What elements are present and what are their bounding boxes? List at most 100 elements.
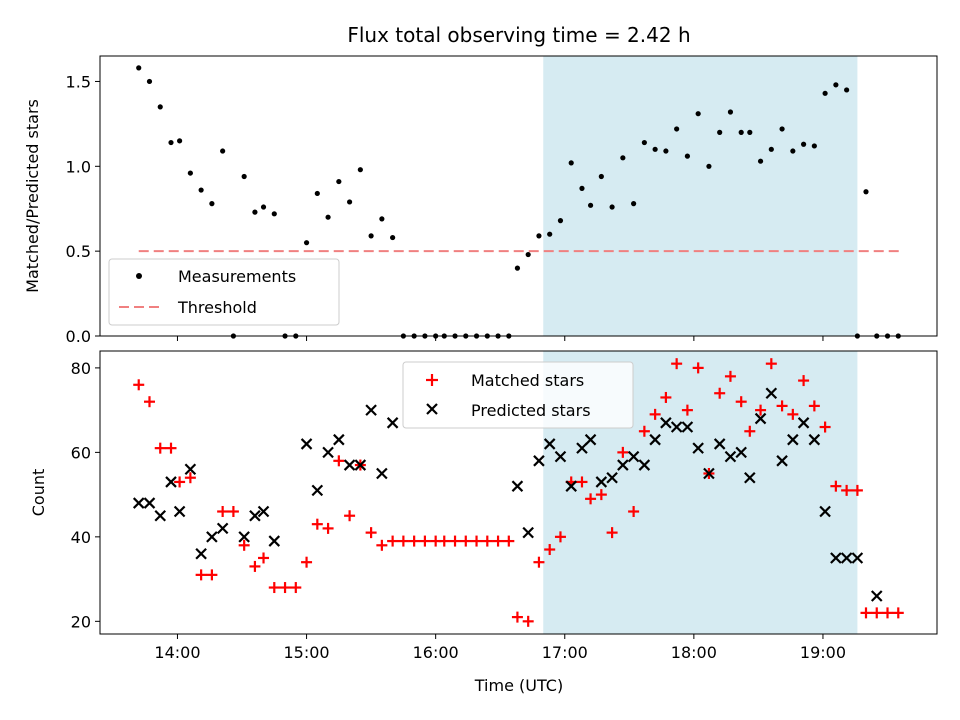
matched-star-point bbox=[798, 375, 810, 387]
matched-star-point bbox=[333, 455, 345, 467]
predicted-star-point bbox=[376, 467, 388, 480]
measurement-point bbox=[241, 173, 247, 180]
predicted-star-point bbox=[703, 467, 715, 480]
top-y-axis-label: Matched/Predicted stars bbox=[23, 99, 42, 293]
bottom-x-tick-label: 16:00 bbox=[413, 643, 459, 662]
matched-star-point bbox=[419, 535, 431, 547]
matched-star-point bbox=[471, 535, 483, 547]
measurement-point bbox=[260, 204, 267, 210]
measurement-point bbox=[177, 138, 183, 144]
matched-star-point bbox=[311, 518, 323, 530]
bottom-y-tick-label: 60 bbox=[71, 443, 91, 462]
measurement-point bbox=[620, 155, 626, 161]
measurement-point bbox=[209, 201, 215, 207]
matched-star-point bbox=[755, 404, 767, 416]
predicted-star-point bbox=[343, 459, 356, 471]
matched-star-point bbox=[376, 539, 388, 551]
measurement-point bbox=[187, 170, 193, 176]
measurement-point bbox=[768, 146, 774, 152]
matched-star-point bbox=[492, 535, 504, 547]
measurement-point bbox=[598, 173, 604, 180]
matched-star-point bbox=[714, 387, 726, 399]
bottom-x-tick-label: 15:00 bbox=[284, 643, 330, 662]
measurement-point bbox=[146, 78, 153, 85]
chart-title: Flux total observing time = 2.42 h bbox=[347, 23, 690, 47]
legend-marker-measurements bbox=[136, 273, 142, 279]
predicted-star-point bbox=[554, 450, 567, 463]
predicted-star-point bbox=[165, 476, 177, 488]
matched-star-point bbox=[238, 539, 250, 551]
predicted-star-point bbox=[533, 455, 545, 467]
matched-star-point bbox=[481, 535, 493, 547]
measurement-point bbox=[357, 167, 363, 173]
top-y-tick-label: 0.5 bbox=[66, 242, 91, 261]
measurement-point bbox=[579, 185, 585, 191]
measurement-point bbox=[641, 139, 647, 146]
measurement-point bbox=[587, 202, 594, 208]
predicted-star-point bbox=[143, 497, 156, 509]
measurement-point bbox=[390, 234, 396, 241]
matched-star-point bbox=[744, 425, 756, 437]
predicted-star-point bbox=[819, 505, 831, 518]
predicted-star-point bbox=[268, 535, 281, 547]
predicted-star-point bbox=[765, 387, 778, 400]
measurement-point bbox=[252, 209, 258, 215]
measurement-point bbox=[674, 126, 680, 132]
top-x-ticks bbox=[176, 336, 824, 341]
matched-star-point bbox=[576, 476, 588, 488]
measurement-point bbox=[157, 104, 163, 110]
matched-star-point bbox=[841, 484, 853, 496]
predicted-star-point bbox=[311, 484, 324, 497]
matched-star-point bbox=[830, 480, 842, 492]
matched-star-point bbox=[133, 379, 145, 391]
measurement-point bbox=[811, 143, 817, 149]
predicted-star-point bbox=[216, 522, 229, 535]
predicted-star-point bbox=[649, 433, 661, 446]
measurement-point bbox=[325, 214, 331, 220]
predicted-star-point bbox=[606, 471, 618, 484]
matched-star-point bbox=[322, 522, 334, 534]
measurement-point bbox=[833, 82, 839, 88]
matched-star-point bbox=[217, 506, 229, 518]
measurement-point bbox=[220, 148, 226, 154]
measurement-point bbox=[706, 163, 712, 169]
measurement-point bbox=[757, 158, 764, 164]
measurement-point bbox=[271, 211, 277, 217]
matched-star-point bbox=[735, 396, 747, 408]
predicted-star-point bbox=[744, 471, 756, 484]
measurement-point bbox=[557, 218, 564, 224]
predicted-star-point bbox=[670, 421, 683, 433]
matched-star-point bbox=[585, 493, 597, 505]
matched-star-point bbox=[165, 442, 177, 454]
matched-star-point bbox=[628, 506, 640, 518]
measurement-point bbox=[525, 251, 531, 258]
measurement-point bbox=[822, 90, 828, 96]
predicted-star-point bbox=[195, 547, 207, 560]
predicted-star-point bbox=[333, 433, 345, 446]
predicted-star-point bbox=[249, 509, 261, 522]
legend-label-threshold: Threshold bbox=[177, 298, 257, 317]
predicted-star-point bbox=[713, 438, 726, 450]
predicted-star-point bbox=[184, 463, 197, 476]
top-y-tick-label: 0.0 bbox=[66, 327, 91, 346]
matched-star-point bbox=[522, 615, 534, 627]
predicted-star-point bbox=[386, 417, 399, 429]
top-panel: 0.0 0.5 1.0 1.5 Matched/Predicted stars Mea… bbox=[23, 55, 938, 346]
measurement-point bbox=[717, 129, 723, 135]
matched-star-point bbox=[660, 391, 672, 403]
predicted-star-point bbox=[511, 480, 524, 492]
predicted-star-point bbox=[797, 417, 810, 429]
predicted-star-point bbox=[627, 450, 640, 463]
measurement-point bbox=[863, 189, 869, 195]
matched-star-point bbox=[787, 408, 799, 420]
predicted-star-point bbox=[565, 480, 577, 492]
measurement-point bbox=[631, 201, 637, 207]
bottom-y-tick-label: 80 bbox=[71, 359, 91, 378]
measurement-point bbox=[663, 148, 669, 154]
predicted-star-point bbox=[300, 438, 313, 450]
matched-stars-series bbox=[133, 358, 904, 627]
bottom-x-tick-label: 18:00 bbox=[671, 643, 717, 662]
matched-star-point bbox=[387, 535, 399, 547]
bottom-y-tick-label: 40 bbox=[71, 528, 91, 547]
matched-star-point bbox=[617, 446, 629, 458]
